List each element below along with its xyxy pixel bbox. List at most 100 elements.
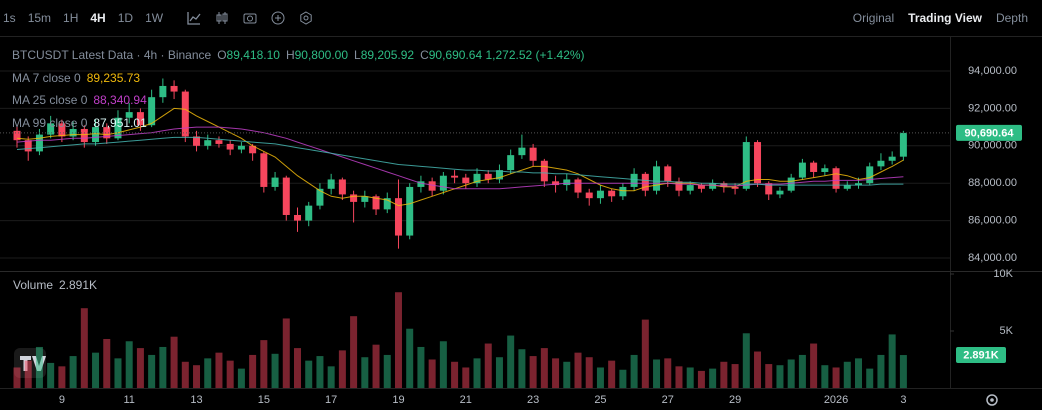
ohlc-value: 90,690.64 xyxy=(428,48,483,62)
candle-body xyxy=(529,147,537,161)
add-icon[interactable] xyxy=(271,11,285,25)
volume-bar xyxy=(428,359,436,388)
x-tick-label: 17 xyxy=(325,394,337,406)
volume-bar xyxy=(899,355,907,388)
view-tab[interactable]: Original xyxy=(852,11,895,25)
interval[interactable]: 1D xyxy=(117,11,134,25)
ohlc-key: O xyxy=(217,48,227,62)
volume-bar xyxy=(215,352,223,388)
volume-bar xyxy=(226,360,234,388)
volume-bar xyxy=(159,346,167,388)
candle-body xyxy=(507,155,515,171)
candle-body xyxy=(899,132,907,157)
volume-bar xyxy=(316,356,324,388)
volume-bar xyxy=(24,360,32,388)
interval[interactable]: 1W xyxy=(145,11,164,25)
candle-body xyxy=(866,166,874,184)
x-tick-label: 11 xyxy=(123,394,134,406)
candle-body xyxy=(383,198,391,210)
candle-body xyxy=(641,173,649,191)
ma-value: 87,951.01 xyxy=(93,115,147,130)
settings-icon[interactable] xyxy=(299,11,313,25)
candle-body xyxy=(619,186,627,197)
candle-body xyxy=(888,156,896,161)
ohlc-key: L xyxy=(354,48,361,62)
settings-button[interactable] xyxy=(986,394,998,406)
volume-bar xyxy=(675,366,683,388)
x-tick-label: 2026 xyxy=(824,394,848,406)
candle-body xyxy=(518,147,526,156)
interval[interactable]: 1s xyxy=(3,11,16,25)
volume-bar xyxy=(193,365,201,388)
candle-body xyxy=(877,160,885,167)
candle-body xyxy=(439,175,447,191)
ohlc-value: 89,418.10 xyxy=(226,48,280,62)
candle-body xyxy=(417,181,425,187)
candle-body xyxy=(709,183,717,189)
volume-bar xyxy=(731,364,739,388)
y-tick-label: 84,000.00 xyxy=(968,252,1017,264)
volume-bar xyxy=(260,340,268,388)
x-tick-label: 27 xyxy=(662,394,674,406)
volume-bar xyxy=(776,365,784,388)
candle-body xyxy=(585,192,593,199)
candle-body xyxy=(832,168,840,189)
candle-body xyxy=(765,183,773,195)
volume-bar xyxy=(754,351,762,388)
toolbar: 1s 15m 1H 4H 1D 1W Original Trading View… xyxy=(0,0,1042,36)
volume-bar xyxy=(114,358,122,388)
candle-body xyxy=(316,188,324,206)
candle-body xyxy=(103,127,111,139)
candle-body xyxy=(697,185,705,189)
volume-bar xyxy=(641,319,649,388)
volume-bar xyxy=(697,370,705,388)
y-tick-label: 92,000.00 xyxy=(968,102,1017,114)
view-tab[interactable]: Trading View xyxy=(908,11,982,25)
y-tick-label: 86,000.00 xyxy=(968,215,1017,227)
change: 1,272.52 (+1.42%) xyxy=(485,48,585,62)
candle-body xyxy=(731,186,739,189)
candle-body xyxy=(114,117,122,139)
volume-bar xyxy=(596,367,604,388)
candle-body xyxy=(664,166,672,182)
ma-legend-row: MA 99 close 0 87,951.01 xyxy=(12,112,585,135)
volume-bar xyxy=(552,358,560,388)
volume-bar xyxy=(80,308,88,388)
volume-bar xyxy=(69,356,77,388)
volume-bar xyxy=(529,356,537,388)
indicator-icon[interactable] xyxy=(187,11,201,25)
volume-bar xyxy=(484,343,492,388)
candle-body xyxy=(47,123,55,135)
candle-body xyxy=(473,173,481,184)
y-tick-label: 94,000.00 xyxy=(968,65,1017,77)
x-tick-label: 9 xyxy=(59,394,65,406)
candle-body xyxy=(170,85,178,92)
candle-body xyxy=(754,142,762,184)
volume-bar xyxy=(338,350,346,388)
ma-name: MA 99 close 0 xyxy=(12,115,88,130)
candle-body xyxy=(495,170,503,180)
candle-icon[interactable] xyxy=(215,11,229,25)
camera-icon[interactable] xyxy=(243,11,257,25)
candle-body xyxy=(80,128,88,143)
x-tick-label: 25 xyxy=(594,394,606,406)
ohlc: O89,418.10 H90,800.00 L89,205.92 C90,690.64 xyxy=(211,48,482,62)
volume-bar xyxy=(495,357,503,388)
volume-bar xyxy=(406,328,414,388)
volume-bar xyxy=(125,341,133,388)
candle-body xyxy=(125,112,133,118)
volume-bar xyxy=(417,346,425,388)
volume-bar xyxy=(249,354,257,388)
candle-body xyxy=(92,127,100,143)
x-tick-label: 29 xyxy=(729,394,741,406)
last-price-label: 90,690.64 xyxy=(965,127,1015,139)
interval[interactable]: 4H xyxy=(90,11,106,25)
interval[interactable]: 15m xyxy=(27,11,52,25)
candle-body xyxy=(24,140,32,152)
legend-row: BTCUSDT Latest Data · 4h · Binance O89,41… xyxy=(12,44,585,67)
candle-body xyxy=(653,166,661,191)
view-tab[interactable]: Depth xyxy=(995,11,1028,25)
interval[interactable]: 1H xyxy=(63,11,79,25)
